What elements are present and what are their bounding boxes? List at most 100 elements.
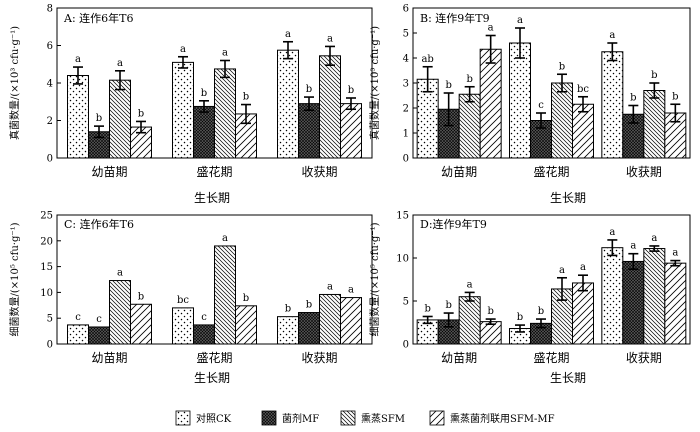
legend-swatch-sfm-mf	[429, 410, 445, 426]
significance-label: b	[243, 293, 249, 304]
x-tick-label: 幼苗期	[91, 351, 127, 365]
bar	[622, 260, 645, 345]
bar	[109, 79, 131, 159]
y-axis-label: 细菌数量/(×10⁵ cfu·g⁻¹)	[368, 222, 381, 336]
bar	[277, 49, 299, 159]
significance-label: b	[243, 92, 249, 103]
significance-label: a	[117, 268, 123, 279]
y-tick-label: 6	[47, 41, 53, 52]
x-tick-label: 盛花期	[533, 164, 569, 179]
y-tick-label: 0	[47, 154, 53, 165]
panel-title: B: 连作9年T9	[420, 11, 490, 25]
significance-label: a	[285, 29, 291, 40]
bar	[235, 305, 257, 345]
y-tick-label: 2	[47, 116, 53, 127]
legend-label-ck: 对照CK	[196, 412, 232, 425]
y-tick-label: 2	[403, 104, 409, 115]
y-tick-label: 20	[40, 236, 53, 247]
significance-label: b	[487, 306, 493, 317]
significance-label: a	[75, 54, 81, 65]
significance-label: b	[306, 84, 312, 95]
bar	[551, 82, 573, 159]
legend-label-sfm: 熏蒸SFM	[361, 413, 405, 425]
legend-label-sfm-mf: 熏蒸菌剂联用SFM-MF	[450, 412, 555, 425]
significance-label: a	[609, 227, 615, 238]
y-tick-label: 6	[403, 4, 409, 15]
significance-label: b	[445, 300, 451, 311]
significance-label: b	[285, 304, 291, 315]
bar	[67, 324, 89, 345]
legend-swatch-sfm	[340, 410, 356, 426]
bar	[340, 103, 362, 159]
x-tick-label: 幼苗期	[441, 165, 477, 179]
bar	[67, 75, 89, 159]
y-tick-label: 5	[403, 297, 409, 308]
significance-label: a	[180, 44, 186, 55]
bar	[509, 42, 531, 159]
significance-label: b	[348, 85, 354, 96]
y-axis-label: 细菌数量/(×10⁵ cfu·g⁻¹)	[8, 222, 21, 336]
significance-label: b	[672, 91, 678, 102]
y-tick-label: 0	[47, 340, 53, 351]
significance-label: a	[327, 281, 333, 292]
bar	[479, 48, 502, 159]
y-tick-label: 5	[403, 29, 409, 40]
significance-label: a	[117, 58, 123, 69]
x-tick-label: 盛花期	[196, 164, 232, 179]
legend-swatch-mf	[261, 410, 277, 426]
significance-label: b	[96, 113, 102, 124]
x-tick-label: 幼苗期	[441, 351, 477, 365]
y-tick-label: 1	[403, 129, 409, 140]
bar	[664, 262, 687, 345]
significance-label: a	[348, 285, 354, 296]
x-tick-label: 幼苗期	[91, 165, 127, 179]
significance-label: c	[75, 312, 81, 323]
x-tick-label: 收获期	[301, 165, 337, 179]
significance-label: b	[651, 70, 657, 81]
significance-label: b	[538, 306, 544, 317]
significance-label: b	[201, 88, 207, 99]
bar	[193, 105, 215, 159]
y-tick-label: 15	[40, 262, 53, 273]
bar	[172, 61, 194, 159]
panel-title: A: 连作6年T6	[63, 11, 133, 25]
bar	[601, 51, 624, 159]
bar	[319, 293, 341, 345]
significance-label: ab	[421, 54, 433, 65]
significance-label: a	[222, 48, 228, 59]
significance-label: b	[517, 312, 523, 323]
significance-label: bc	[577, 84, 589, 95]
legend: 对照CK 菌剂MF 熏蒸SFM 熏蒸菌剂联用SFM-MF	[175, 410, 555, 426]
y-axis-label: 真菌数量/(×10³ cfu·g⁻¹)	[8, 26, 21, 140]
x-axis-title-top-right: 生长期	[550, 191, 586, 205]
bar	[109, 280, 131, 345]
y-tick-label: 0	[403, 154, 409, 165]
significance-label: bc	[177, 295, 189, 306]
y-tick-label: 4	[47, 79, 53, 90]
significance-label: b	[466, 74, 472, 85]
panel-c-chart: 0 5 10 15 20 25 细菌数量/(×10⁵ cfu·g⁻¹) C: 连作6年T6 幼苗…	[8, 211, 373, 365]
x-tick-label: 收获期	[626, 165, 662, 179]
y-tick-label: 15	[396, 211, 409, 222]
significance-label: b	[559, 61, 565, 72]
significance-label: a	[517, 15, 523, 26]
significance-label: a	[580, 262, 586, 273]
panel-d-chart: 0 5 10 15 细菌数量/(×10⁵ cfu·g⁻¹) D:连作9年T9 幼苗期 b b a b…	[368, 211, 691, 365]
significance-label: a	[327, 33, 333, 44]
significance-label: c	[201, 312, 207, 323]
panel-title: C: 连作6年T6	[64, 217, 134, 231]
y-tick-label: 10	[40, 288, 53, 299]
significance-label: a	[488, 23, 494, 34]
bar	[298, 103, 320, 159]
y-axis-label: 真菌数量/(×10³ cfu·g⁻¹)	[368, 26, 381, 140]
significance-label: b	[306, 300, 312, 311]
significance-label: a	[651, 233, 657, 244]
y-tick-label: 10	[396, 254, 409, 265]
panel-title: D:连作9年T9	[420, 217, 487, 231]
bar	[319, 55, 341, 159]
significance-label: b	[138, 108, 144, 119]
bar	[340, 297, 362, 345]
bar	[572, 282, 594, 345]
significance-label: b	[445, 80, 451, 91]
bar	[193, 324, 215, 345]
